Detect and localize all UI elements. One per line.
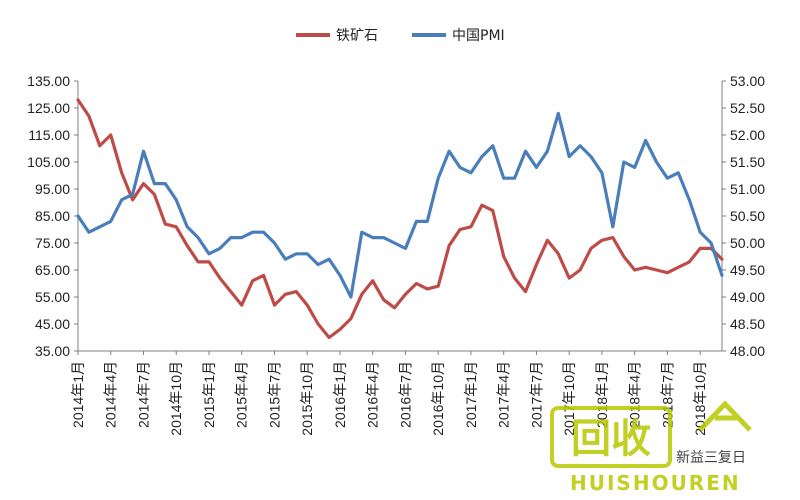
left-tick-label: 65.00 bbox=[35, 262, 70, 278]
watermark-side-text: 新益三复日 bbox=[676, 449, 746, 466]
x-tick-label: 2015年10月 bbox=[299, 361, 315, 436]
x-tick-label: 2017年7月 bbox=[528, 361, 544, 428]
watermark-brand-text: HUISHOUREN bbox=[570, 471, 741, 495]
right-tick-label: 52.00 bbox=[730, 127, 765, 143]
x-tick-label: 2018年4月 bbox=[627, 361, 643, 428]
right-tick-label: 51.50 bbox=[730, 154, 765, 170]
x-tick-label: 2016年10月 bbox=[430, 361, 446, 436]
left-tick-label: 115.00 bbox=[28, 127, 70, 143]
x-tick-label: 2017年4月 bbox=[496, 361, 512, 428]
right-tick-label: 50.50 bbox=[730, 208, 765, 224]
series-line-iron-ore bbox=[76, 98, 724, 340]
left-tick-label: 75.00 bbox=[35, 235, 70, 251]
watermark: 回收 新益三复日 HUISHOUREN bbox=[550, 400, 752, 495]
left-tick-label: 135.00 bbox=[27, 73, 70, 89]
right-tick-label: 49.00 bbox=[730, 289, 765, 305]
x-tick-label: 2018年7月 bbox=[659, 361, 675, 428]
left-tick-label: 35.00 bbox=[35, 343, 70, 359]
left-tick-label: 55.00 bbox=[35, 289, 70, 305]
watermark-person-icon bbox=[698, 400, 752, 432]
x-tick-label: 2016年4月 bbox=[365, 361, 381, 428]
series-layer bbox=[76, 98, 724, 340]
right-tick-label: 52.50 bbox=[730, 100, 765, 116]
x-tick-label: 2017年1月 bbox=[463, 361, 479, 428]
x-tick-label: 2016年7月 bbox=[397, 361, 413, 428]
watermark-logo-text: 回收 bbox=[571, 416, 651, 462]
right-tick-label: 48.00 bbox=[730, 343, 765, 359]
right-tick-label: 48.50 bbox=[730, 316, 765, 332]
left-tick-label: 45.00 bbox=[35, 316, 70, 332]
x-tick-label: 2015年1月 bbox=[201, 361, 217, 428]
x-tick-label: 2014年10月 bbox=[168, 361, 184, 436]
x-tick-label: 2015年7月 bbox=[266, 361, 282, 428]
watermark-logo-box bbox=[550, 406, 672, 468]
right-tick-label: 53.00 bbox=[730, 73, 765, 89]
x-tick-label: 2018年1月 bbox=[594, 361, 610, 428]
series-line-china-pmi bbox=[76, 111, 724, 299]
legend-label-iron-ore: 铁矿石 bbox=[336, 28, 378, 44]
right-tick-label: 50.00 bbox=[730, 235, 765, 251]
x-tick-label: 2015年4月 bbox=[234, 361, 250, 428]
x-tick-label: 2018年10月 bbox=[692, 361, 708, 436]
x-tick-label: 2016年1月 bbox=[332, 361, 348, 428]
x-tick-label: 2014年7月 bbox=[135, 361, 151, 428]
left-tick-label: 105.00 bbox=[27, 154, 70, 170]
right-tick-label: 51.00 bbox=[730, 181, 765, 197]
x-tick-label: 2014年1月 bbox=[70, 361, 86, 428]
left-tick-label: 125.00 bbox=[27, 100, 70, 116]
right-tick-label: 49.50 bbox=[730, 262, 765, 278]
x-tick-label: 2017年10月 bbox=[561, 361, 577, 436]
left-tick-label: 85.00 bbox=[35, 208, 70, 224]
legend: 铁矿石 中国PMI bbox=[296, 28, 505, 44]
x-tick-label: 2014年4月 bbox=[103, 361, 119, 428]
legend-label-china-pmi: 中国PMI bbox=[452, 28, 505, 44]
left-tick-label: 95.00 bbox=[35, 181, 70, 197]
axes: 35.00 45.00 55.00 65.00 75.00 85.00 95.00 105.0… bbox=[27, 73, 765, 436]
